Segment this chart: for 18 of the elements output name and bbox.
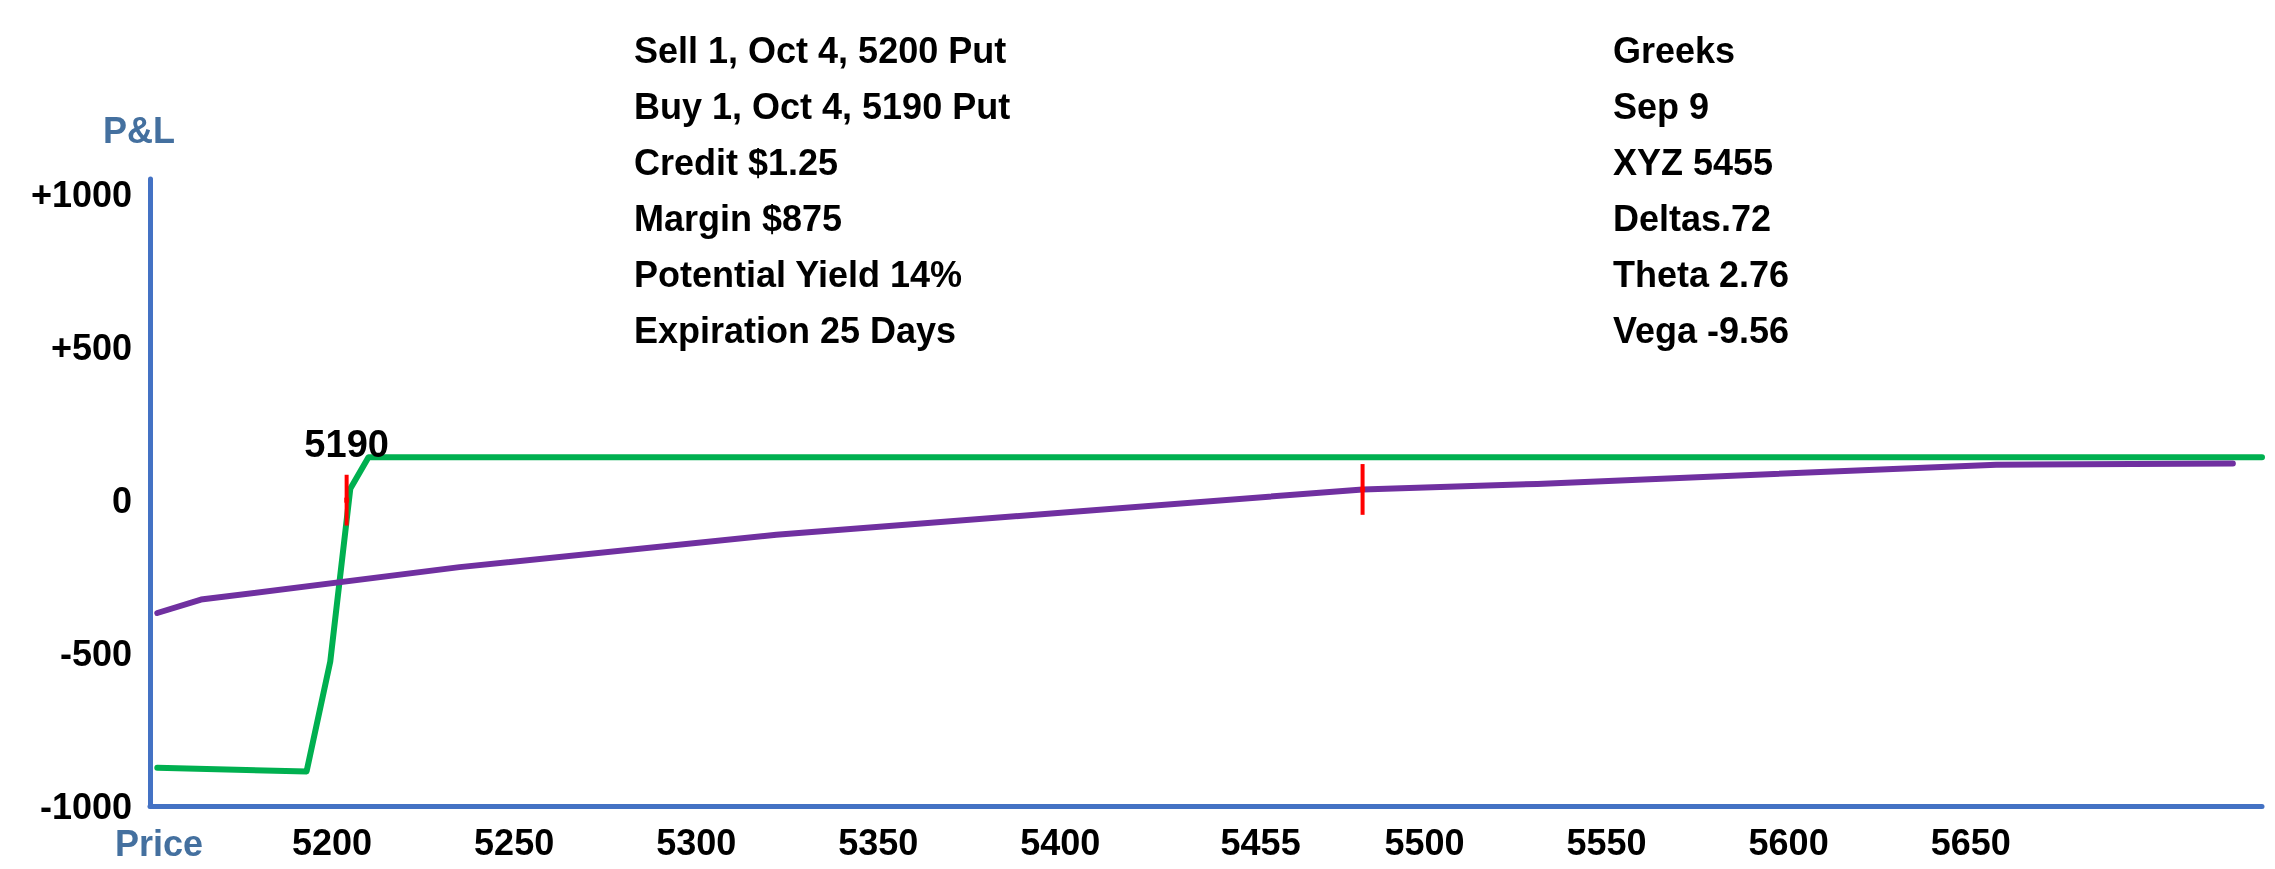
y-tick-label: -500 <box>59 632 132 674</box>
x-tick-label: 5600 <box>1748 821 1829 863</box>
x-tick-label: 5350 <box>838 821 919 863</box>
annotation: Sell 1, Oct 4, 5200 Put Buy 1, Oct 4, 5190 Put Credit $1.25 Margin $875 Potential Yield 14% Expiration 25 Days <box>634 29 1011 351</box>
y-tick-label: +500 <box>50 326 132 368</box>
x-tick-label: 5400 <box>1020 821 1101 863</box>
annotation: 5190 <box>304 422 389 465</box>
x-tick-label: 5250 <box>474 821 555 863</box>
annotation: Greeks Sep 9 XYZ 5455 Deltas.72 Theta 2.76 Vega -9.56 <box>1613 29 1790 351</box>
y-tick-label: +1000 <box>30 173 132 215</box>
y-tick-label: 0 <box>111 479 132 521</box>
x-tick-label: 5550 <box>1566 821 1647 863</box>
x-tick-label: 5500 <box>1384 821 1465 863</box>
x-tick-label: 5650 <box>1930 821 2011 863</box>
x-tick-label: 5300 <box>656 821 737 863</box>
x-tick-label: 5200 <box>292 821 373 863</box>
x-tick-label: 5455 <box>1220 821 1301 863</box>
y-axis-title: P&L <box>103 109 175 151</box>
